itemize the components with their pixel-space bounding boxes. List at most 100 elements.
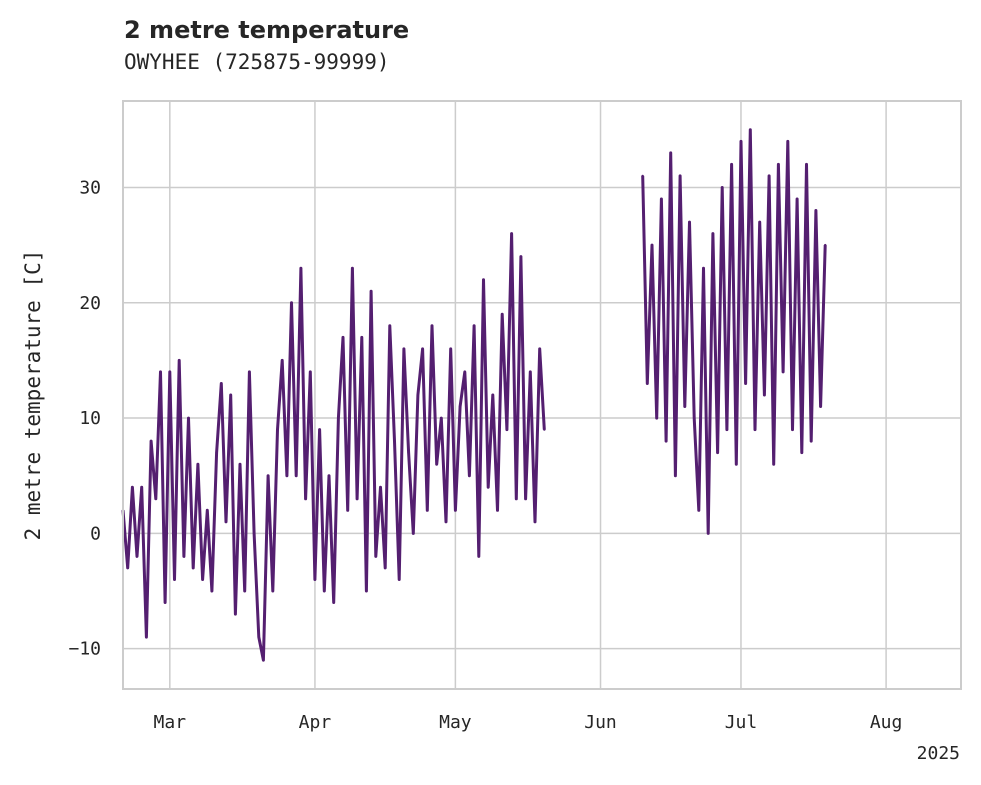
data-point [688,220,691,224]
data-point [435,462,438,466]
data-point [290,301,293,304]
data-point [524,497,527,500]
data-point [744,382,747,385]
data-point [711,232,715,235]
data-point [641,174,644,178]
data-point [416,393,420,397]
data-point [379,486,382,489]
data-point [309,370,312,374]
data-point [660,197,663,201]
x-axis-year-label: 2025 [917,743,960,764]
data-point [135,555,139,558]
data-point [819,405,822,408]
data-point [749,128,752,132]
x-tick-label: Apr [299,712,332,733]
data-point [252,532,256,535]
x-tick-label: Mar [154,712,187,733]
data-point [501,313,504,316]
x-tick-label: Jun [584,712,617,733]
data-point [758,220,761,224]
data-point [215,451,218,454]
data-point [767,174,771,178]
data-point [716,451,719,454]
data-point [337,416,340,420]
data-point [262,658,265,662]
data-point [646,382,649,385]
data-point [318,428,321,431]
data-point [781,370,785,374]
data-point [805,163,808,166]
data-point [383,566,387,570]
data-point [795,197,799,201]
data-point [145,635,148,639]
data-point [430,324,434,328]
data-point [440,416,443,420]
y-tick-label: −10 [68,639,101,660]
data-point [706,532,710,535]
data-point [735,462,738,466]
data-point [533,520,537,524]
data-point [346,509,349,512]
data-point [196,462,200,466]
data-point [365,589,368,593]
data-point [126,566,129,570]
data-point [730,163,733,166]
data-point [721,186,724,189]
data-point [449,347,452,351]
data-point [187,416,190,420]
temperature-series-line [121,128,827,662]
data-point [299,266,303,270]
data-point [678,174,682,178]
data-point [683,405,686,408]
data-point [248,370,251,374]
data-point [266,474,270,477]
data-point [739,140,743,143]
data-point [351,266,354,270]
data-point [280,359,284,362]
data-point [412,532,415,535]
data-point [332,601,335,604]
data-point [257,635,260,639]
data-point [786,140,789,143]
data-point [407,451,410,454]
data-point [238,462,242,466]
data-point [725,428,729,431]
data-point [285,474,289,477]
data-point [510,232,513,235]
data-point [800,451,804,454]
data-point [421,347,424,351]
data-point [505,428,509,431]
data-point [692,416,696,420]
data-point [402,347,406,351]
data-point [388,324,392,328]
data-point [355,497,359,500]
data-point [697,509,701,512]
data-point [538,347,541,351]
data-point [149,439,153,443]
data-point [173,578,176,581]
data-point [229,393,232,397]
data-point [271,589,275,593]
data-point [182,555,186,558]
data-point [763,393,766,397]
data-point [327,474,331,477]
data-point [477,555,480,558]
chart-subtitle: OWYHEE (725875-99999) [124,50,390,74]
data-point [163,601,167,604]
data-point [529,370,532,374]
grid-lines [123,101,961,689]
data-point [655,416,658,420]
data-point [131,486,134,489]
x-tick-label: Aug [870,712,903,733]
data-point [702,266,705,270]
x-tick-label: Jul [725,712,758,733]
data-point [369,290,373,293]
data-point [234,612,237,616]
data-point [398,578,401,581]
data-point [360,336,363,339]
data-point [224,520,228,524]
data-point [664,439,668,443]
chart-title: 2 metre temperature [124,16,410,44]
data-point [243,589,246,593]
